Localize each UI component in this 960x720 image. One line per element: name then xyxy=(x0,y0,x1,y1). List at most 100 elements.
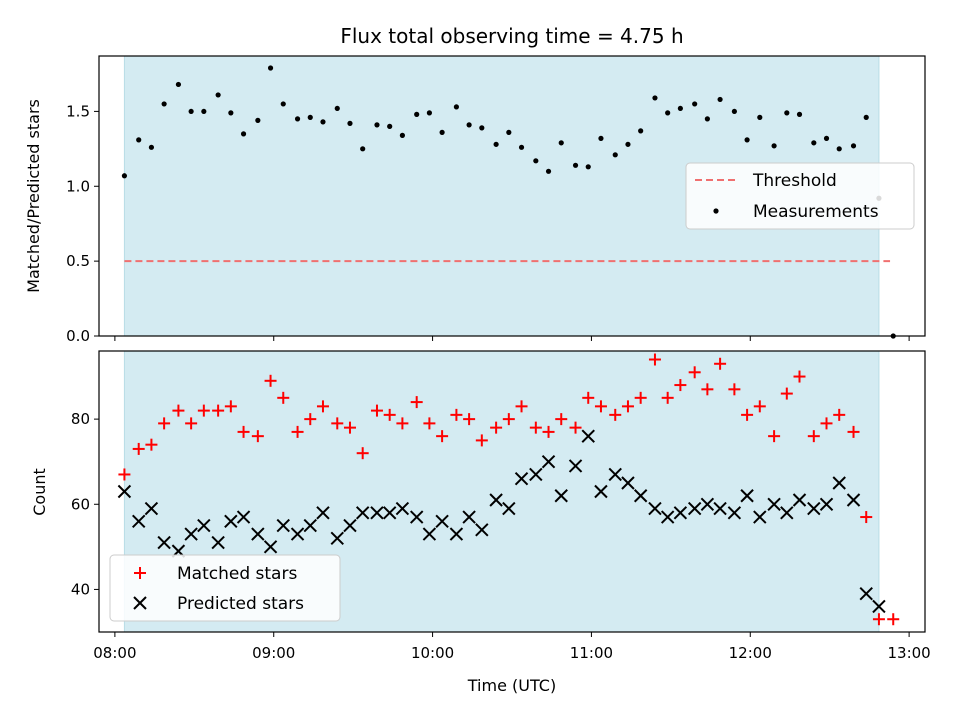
measurements-point xyxy=(545,168,552,174)
matched-stars-point xyxy=(860,511,873,524)
measurements-point xyxy=(294,116,301,122)
matched-stars-point xyxy=(714,357,727,370)
predicted-stars-point xyxy=(713,501,727,516)
bottom-axes-frame xyxy=(98,350,926,633)
predicted-stars-point xyxy=(581,429,595,443)
predicted-stars-point xyxy=(236,510,251,524)
predicted-stars-point xyxy=(224,514,238,529)
predicted-stars-point xyxy=(700,497,715,511)
predicted-stars-point xyxy=(740,489,754,503)
matched-stars-point xyxy=(594,400,607,413)
measurements-point xyxy=(374,122,380,128)
top-y-axis-label: Matched/Predicted stars xyxy=(24,99,43,293)
matched-stars-point xyxy=(475,434,488,447)
predicted-stars-point xyxy=(290,527,305,541)
matched-stars-point xyxy=(291,425,304,438)
measurements-point xyxy=(850,143,857,149)
predicted-stars-point xyxy=(144,501,159,516)
predicted-stars-point xyxy=(132,514,146,529)
measurements-point xyxy=(518,144,525,150)
predicted-stars-point xyxy=(409,510,424,524)
predicted-stars-point xyxy=(727,506,742,520)
matched-stars-point xyxy=(383,408,396,421)
predicted-stars-point xyxy=(355,506,370,520)
predicted-stars-point xyxy=(343,518,357,533)
measurements-point xyxy=(175,81,182,88)
measurements-point xyxy=(692,101,698,107)
matched-stars-point xyxy=(582,391,595,404)
predicted-stars-point xyxy=(502,501,516,516)
matched-stars-point xyxy=(370,404,383,417)
matched-stars-point xyxy=(648,353,661,366)
top-y-tick-label: 1.0 xyxy=(66,177,90,195)
predicted-stars-point xyxy=(197,518,211,533)
measurements-point xyxy=(665,110,671,116)
bottom-x-tick-label: 09:00 xyxy=(252,644,295,662)
predicted-stars-point xyxy=(780,506,794,520)
matched-stars-point xyxy=(609,408,622,421)
top-y-axis: 0.0 0.5 1.0 1.5 xyxy=(66,102,99,345)
top-x-axis xyxy=(114,336,910,341)
measurements-point xyxy=(347,120,353,126)
measurements-point xyxy=(652,95,658,101)
measurements-point xyxy=(638,128,644,134)
measurements-point xyxy=(414,111,420,117)
predicted-stars-point xyxy=(303,518,317,533)
matched-stars-point xyxy=(701,383,714,396)
predicted-stars-point xyxy=(753,510,767,524)
measurements-point xyxy=(771,143,777,149)
predicted-stars-point xyxy=(633,489,648,503)
matched-stars-point xyxy=(185,417,198,430)
predicted-stars-point xyxy=(422,527,437,541)
measurements-point xyxy=(148,144,155,150)
bottom-y-tick-label: 80 xyxy=(71,410,90,428)
matched-stars-point xyxy=(833,408,846,421)
bottom-y-tick-label: 40 xyxy=(71,580,90,598)
x-axis-label: Time (UTC) xyxy=(467,676,556,695)
matched-stars-point xyxy=(634,391,647,404)
matched-stars-point xyxy=(212,404,225,417)
bottom-x-tick-label: 08:00 xyxy=(93,644,136,662)
predicted-stars-point xyxy=(489,493,503,507)
predicted-stars-point xyxy=(514,472,529,486)
legend-matched-marker xyxy=(134,567,146,579)
matched-stars-point xyxy=(847,425,860,438)
predicted-stars-point xyxy=(660,510,675,524)
measurements-point xyxy=(201,108,207,115)
measurements-point xyxy=(161,101,167,107)
matched-stars-point xyxy=(515,400,528,413)
measurements-point xyxy=(121,173,128,179)
bottom-series-group xyxy=(117,353,900,626)
measurements-point xyxy=(836,146,842,152)
measurements-point xyxy=(426,110,432,116)
measurements-point xyxy=(136,137,142,143)
measurements-point xyxy=(228,110,234,116)
matched-stars-point xyxy=(304,413,317,426)
predicted-stars-point xyxy=(648,501,662,516)
matched-stars-point xyxy=(172,404,185,417)
measurements-point xyxy=(506,129,512,135)
measurements-point xyxy=(493,141,499,147)
matched-stars-point xyxy=(356,447,369,460)
measurements-point xyxy=(572,162,579,168)
predicted-stars-point xyxy=(767,497,781,511)
top-axes-frame xyxy=(98,55,926,337)
measurements-point xyxy=(863,114,869,120)
matched-stars-point xyxy=(423,417,436,430)
predicted-stars-point xyxy=(792,493,807,507)
predicted-stars-point xyxy=(872,599,886,614)
matched-stars-point xyxy=(780,387,793,400)
measurements-point xyxy=(387,123,393,129)
measurements-point xyxy=(717,96,723,103)
predicted-stars-point xyxy=(846,493,861,507)
predicted-stars-point xyxy=(859,586,873,601)
matched-stars-point xyxy=(224,400,237,413)
predicted-stars-point xyxy=(449,527,464,541)
measurements-point xyxy=(784,110,790,116)
matched-stars-point xyxy=(410,396,423,409)
matched-stars-point xyxy=(661,391,674,404)
measurements-point xyxy=(320,119,326,125)
legend-measurements-label: Measurements xyxy=(753,202,879,222)
bottom-y-axis-label: Count xyxy=(30,468,49,516)
